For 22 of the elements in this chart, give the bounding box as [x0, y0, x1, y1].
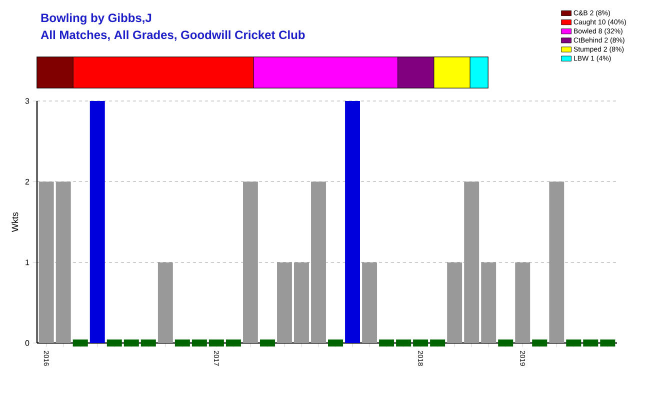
bar	[242, 182, 258, 343]
bar	[38, 182, 54, 343]
bar	[464, 182, 480, 343]
bar	[549, 182, 564, 343]
bar	[447, 262, 462, 343]
chart-subtitle: All Matches, All Grades, Goodwill Cricket Club	[40, 30, 305, 41]
bar	[158, 262, 173, 343]
bar	[56, 182, 71, 343]
bar	[277, 262, 292, 343]
chart-title: Bowling by Gibbs,J	[41, 13, 152, 25]
y-tick-label: 1	[26, 260, 30, 266]
bar	[362, 262, 378, 343]
bar	[481, 262, 496, 343]
y-tick-label: 0	[25, 340, 30, 346]
bar	[515, 262, 530, 343]
y-tick-label: 2	[25, 178, 30, 184]
bar	[294, 262, 309, 343]
bar	[90, 101, 105, 343]
bar	[345, 101, 360, 343]
y-tick-label: 3	[25, 98, 30, 104]
bar	[311, 182, 326, 343]
y-axis-title: Wkts	[12, 212, 18, 232]
